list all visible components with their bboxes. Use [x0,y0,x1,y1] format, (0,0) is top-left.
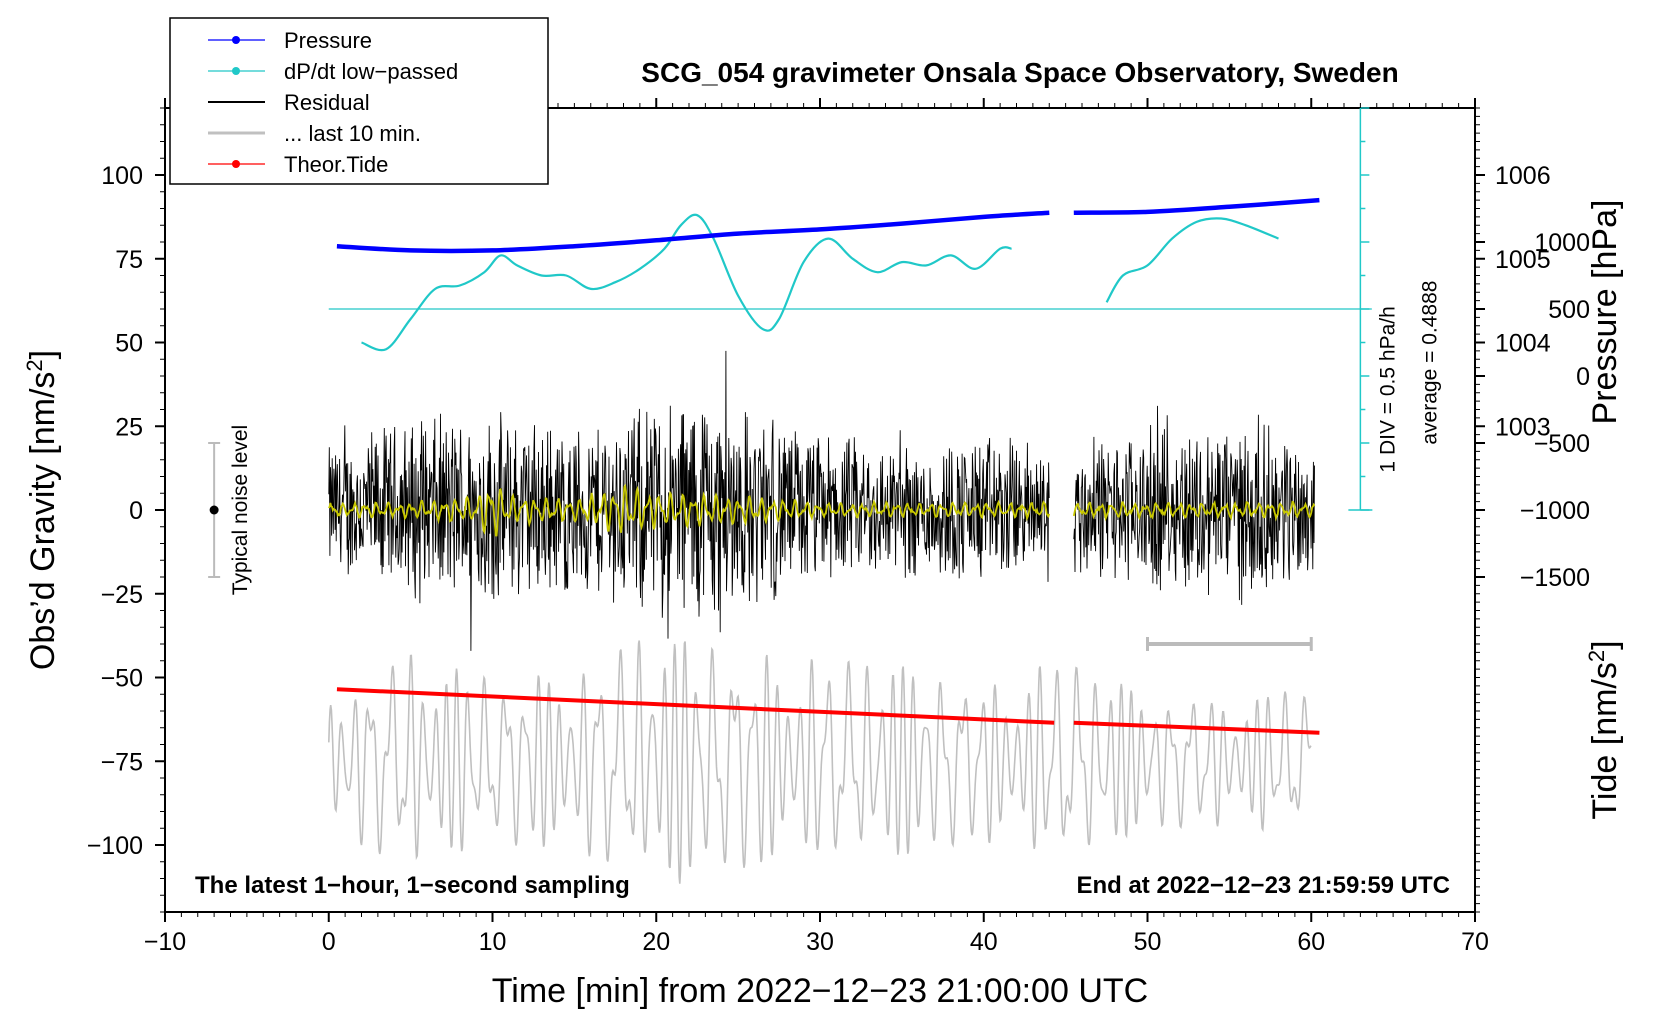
y-axis-title-gravity: Obs’d Gravity [nm/s2] [22,350,63,670]
plot-area: Typical noise level 1 DIV = 0.5 hPa/h aver… [164,107,1476,913]
series-layer [328,197,1372,884]
y-tick-label: −75 [101,748,143,776]
y-tick-label: 75 [115,246,143,274]
pressure-tick-label: 1006 [1495,162,1551,190]
series-residual-segment-1 [328,350,1050,651]
x-tick-label: 20 [642,928,670,956]
legend-dot-5 [232,160,240,168]
x-axis-title: Time [min] from 2022−12−23 21:00:00 UTC [492,972,1148,1010]
series-dpdt-segment-2 [1105,217,1279,303]
series-tide-segment-2 [1073,720,1320,735]
legend-label-1: Pressure [284,28,372,53]
y-tick-label: −100 [87,832,143,860]
tide-tick-label: 1000 [1534,229,1590,257]
y-tick-label: 0 [129,497,143,525]
series-residual-segment-2 [1073,405,1315,605]
dpdt-average-label: average = 0.4888 [1418,281,1441,445]
legend-dot-2 [232,67,240,75]
tide-tick-label: 500 [1548,296,1590,324]
legend-label-5: Theor.Tide [284,152,388,177]
noise-level-label: Typical noise level [229,425,252,595]
noise-level-dot [209,505,219,515]
y-axis-title-tide-main: Tide [nm/s [1586,662,1624,819]
y-axis-title-tide: Tide [nm/s2] [1584,640,1625,819]
y-axis-title-pressure: Pressure [hPa] [1586,200,1624,425]
tide-tick-label: −500 [1534,430,1590,458]
pressure-tick-label: 1004 [1495,330,1551,358]
pressure-tick-label: 1003 [1495,413,1551,441]
x-tick-label: 50 [1134,928,1162,956]
series-residual-lowpass-segment-1 [328,483,1051,537]
chart-title: SCG_054 gravimeter Onsala Space Observat… [641,57,1398,88]
y-axis-title-gravity-tail: ] [24,350,62,359]
annotation-layer: Typical noise level 1 DIV = 0.5 hPa/h aver… [208,107,1441,651]
x-tick-label: 60 [1297,928,1325,956]
x-tick-label: 0 [322,928,336,956]
y-tick-label: −50 [101,665,143,693]
y-axis-title-tide-sup: 2 [1584,650,1609,662]
y-tick-label: 25 [115,413,143,441]
y-axis-title-tide-tail: ] [1586,640,1624,649]
x-tick-label: 10 [479,928,507,956]
legend-dot-1 [232,36,240,44]
pressure-tick-label: 1005 [1495,246,1551,274]
y-axis-title-gravity-sup: 2 [22,359,47,371]
series-pressure-segment-1 [336,210,1050,254]
x-tick-label: 30 [806,928,834,956]
sampling-note: The latest 1−hour, 1−second sampling [195,872,630,899]
axes-layer: −10 0 10 20 30 40 50 60 70−100−75−50−25025507510… [87,98,1590,956]
legend: Pressure dP/dt low−passed Residual ... last… [169,17,549,185]
y-tick-label: 50 [115,330,143,358]
tide-tick-label: −1500 [1520,564,1590,592]
legend-label-4: ... last 10 min. [284,121,421,146]
series-pressure-segment-2 [1073,197,1320,215]
series-residual-lowpass-segment-2 [1072,499,1316,522]
legend-label-2: dP/dt low−passed [284,59,458,84]
series-tide-segment-1 [336,687,1055,725]
y-axis-title-gravity-main: Obs’d Gravity [nm/s [24,372,62,671]
x-tick-label: −10 [144,928,186,956]
series-dpdt-segment-1 [361,213,1012,352]
x-tick-label: 70 [1461,928,1489,956]
y-tick-label: 100 [101,162,143,190]
dpdt-scale-label: 1 DIV = 0.5 hPa/h [1376,306,1399,472]
end-time-note: End at 2022−12−23 21:59:59 UTC [1076,872,1450,899]
series-last-10-min [328,640,1312,884]
y-tick-label: −25 [101,581,143,609]
legend-label-3: Residual [284,90,370,115]
tide-tick-label: 0 [1576,363,1590,391]
x-tick-label: 40 [970,928,998,956]
tide-tick-label: −1000 [1520,497,1590,525]
